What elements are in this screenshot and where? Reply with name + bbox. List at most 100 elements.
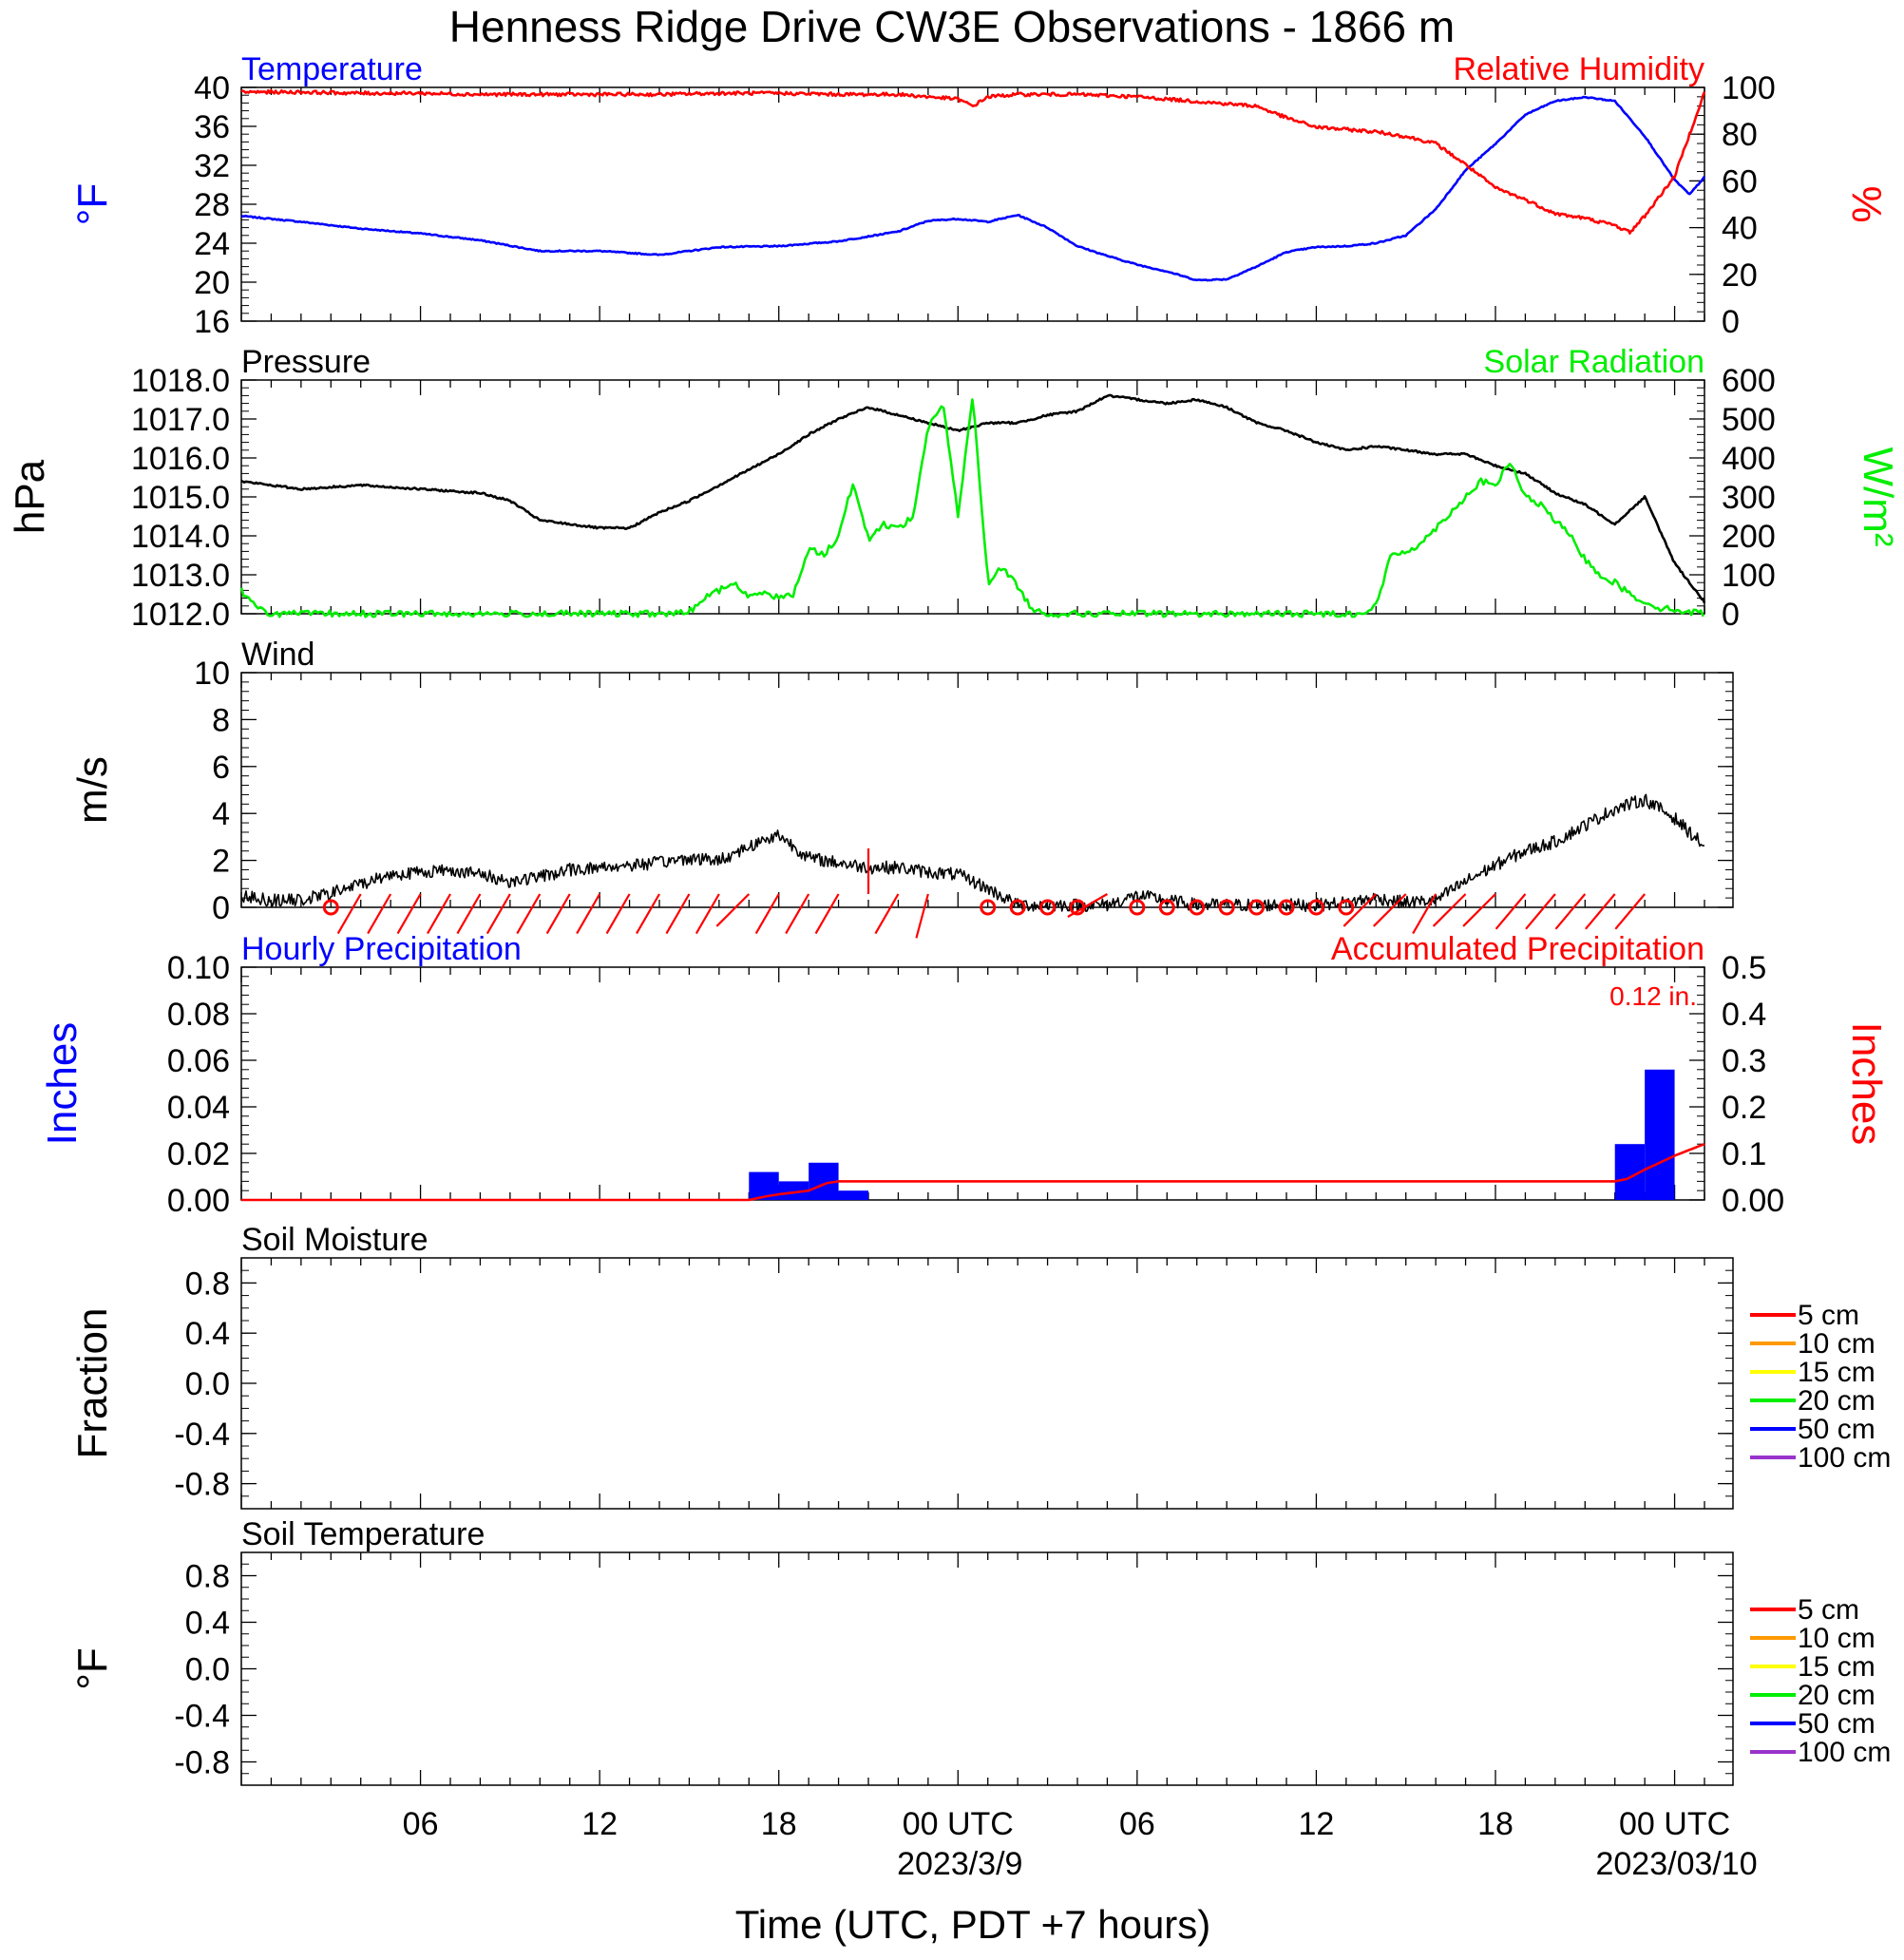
- wind-barb: [1525, 893, 1556, 930]
- y-right-tick-label: 200: [1722, 519, 1776, 555]
- panel-4: 0.00 0.02 0.04 0.06 0.08 0.10 0.00 0.1 0.2 0.3 0.4…: [39, 931, 1890, 1219]
- panel-title-left: Wind: [241, 637, 314, 673]
- wind-barb: [1412, 893, 1438, 935]
- y-right-tick-label: 0: [1722, 597, 1740, 633]
- y-right-tick-label: 60: [1722, 163, 1758, 200]
- y-right-tick-label: 0.5: [1722, 950, 1766, 986]
- wind-barb: [1432, 893, 1467, 927]
- wind-barb: [456, 893, 482, 935]
- x-date-label: 2023/03/10: [1595, 1846, 1757, 1882]
- y-tick-label: 0.04: [167, 1090, 230, 1126]
- y-right-tick-label: 40: [1722, 211, 1758, 247]
- wind-barb: [516, 893, 542, 935]
- plot-frame: [240, 379, 1705, 615]
- y-tick-label: 8: [212, 702, 230, 738]
- y-tick-label: 0.8: [185, 1559, 230, 1595]
- y-right-tick-label: 400: [1722, 441, 1776, 477]
- calm-wind-marker: [1009, 899, 1026, 916]
- wind-barb: [427, 893, 451, 935]
- y-tick-label: 28: [194, 187, 230, 223]
- y-tick-label: 32: [194, 148, 230, 184]
- wind-barb: [1067, 893, 1108, 918]
- calm-wind-marker: [322, 899, 339, 916]
- calm-wind-marker: [1248, 899, 1266, 916]
- accumulated-total-label: 0.12 in.: [1609, 981, 1697, 1011]
- y-tick-label: -0.8: [174, 1745, 230, 1781]
- series-accumulated-precipitation: [241, 1142, 1705, 1202]
- calm-wind-marker: [1189, 899, 1206, 916]
- wind-barb: [695, 893, 720, 935]
- legend-label: 15 cm: [1798, 1357, 1875, 1388]
- wind-barb: [336, 893, 362, 935]
- y-tick-label: 1016.0: [131, 441, 230, 477]
- wind-barb: [715, 893, 751, 927]
- y-tick-label: 1012.0: [131, 597, 230, 633]
- y-right-tick-label: 500: [1722, 402, 1776, 438]
- wind-barb: [367, 893, 392, 935]
- y-tick-label: 0.4: [185, 1606, 230, 1642]
- y-axis-label-right: %: [1843, 185, 1890, 222]
- x-axis-title: Time (UTC, PDT +7 hours): [735, 1902, 1211, 1947]
- y-right-tick-label: 0.1: [1722, 1136, 1766, 1172]
- x-tick-label: 12: [1299, 1806, 1335, 1842]
- precip-bar: [838, 1190, 868, 1200]
- wind-barb: [605, 893, 631, 935]
- legend-label: 15 cm: [1798, 1651, 1875, 1683]
- y-tick-label: 20: [194, 265, 230, 301]
- series-temperature: [240, 95, 1706, 282]
- y-right-tick-label: 300: [1722, 480, 1776, 516]
- y-right-tick-label: 0: [1722, 304, 1740, 340]
- y-axis-label-right: W/m²: [1855, 447, 1901, 546]
- wind-barb: [814, 893, 840, 935]
- wind-barb: [754, 893, 780, 935]
- wind-barb: [486, 893, 511, 935]
- plot-frame: [240, 1257, 1734, 1510]
- x-tick-label: 00 UTC: [903, 1806, 1014, 1842]
- series-wind: [240, 793, 1705, 913]
- y-tick-label: 24: [194, 226, 230, 262]
- legend-label: 50 cm: [1798, 1708, 1875, 1740]
- panel-5: -0.8 -0.4 0.0 0.4 0.8 Soil Moisture Fraction 5 …: [69, 1222, 1891, 1510]
- y-tick-label: 0.00: [167, 1183, 230, 1219]
- y-tick-label: 0: [212, 890, 230, 926]
- y-right-tick-label: 100: [1722, 558, 1776, 594]
- x-tick-label: 06: [1119, 1806, 1155, 1842]
- calm-wind-marker: [1218, 899, 1235, 916]
- legend-label: 5 cm: [1798, 1594, 1859, 1626]
- y-axis-label: °F: [69, 183, 116, 225]
- y-right-tick-label: 0.00: [1722, 1183, 1784, 1219]
- legend-label: 10 cm: [1798, 1623, 1875, 1654]
- y-tick-label: 40: [194, 70, 230, 106]
- panel-title-right: Accumulated Precipitation: [1331, 931, 1704, 967]
- y-tick-label: 1017.0: [131, 402, 230, 438]
- panel-title-right: Solar Radiation: [1484, 344, 1704, 380]
- wind-barb: [1614, 893, 1646, 930]
- precip-bar: [1645, 1069, 1675, 1200]
- calm-wind-marker: [1307, 899, 1324, 916]
- x-tick-label: 12: [581, 1806, 618, 1842]
- y-tick-label: 0.4: [185, 1316, 230, 1352]
- series-relative-humidity: [240, 88, 1706, 235]
- y-tick-label: 0.0: [185, 1652, 230, 1688]
- legend-label: 10 cm: [1798, 1328, 1875, 1360]
- x-tick-label: 00 UTC: [1619, 1806, 1730, 1842]
- calm-wind-marker: [1129, 899, 1146, 916]
- y-tick-label: 0.08: [167, 997, 230, 1033]
- x-tick-label: 06: [403, 1806, 439, 1842]
- wind-barb: [1585, 893, 1616, 930]
- wind-barb: [785, 893, 810, 935]
- wind-barb: [915, 893, 929, 939]
- legend-label: 100 cm: [1798, 1442, 1891, 1474]
- x-date-label: 2023/3/9: [897, 1846, 1022, 1882]
- y-tick-label: 2: [212, 844, 230, 880]
- panel-title-left: Temperature: [241, 51, 423, 87]
- y-tick-label: 16: [194, 304, 230, 340]
- calm-wind-marker: [1158, 899, 1175, 916]
- y-axis-label: m/s: [69, 756, 116, 824]
- y-right-tick-label: 80: [1722, 117, 1758, 153]
- y-tick-label: 10: [194, 656, 230, 692]
- wind-barb: [545, 893, 571, 935]
